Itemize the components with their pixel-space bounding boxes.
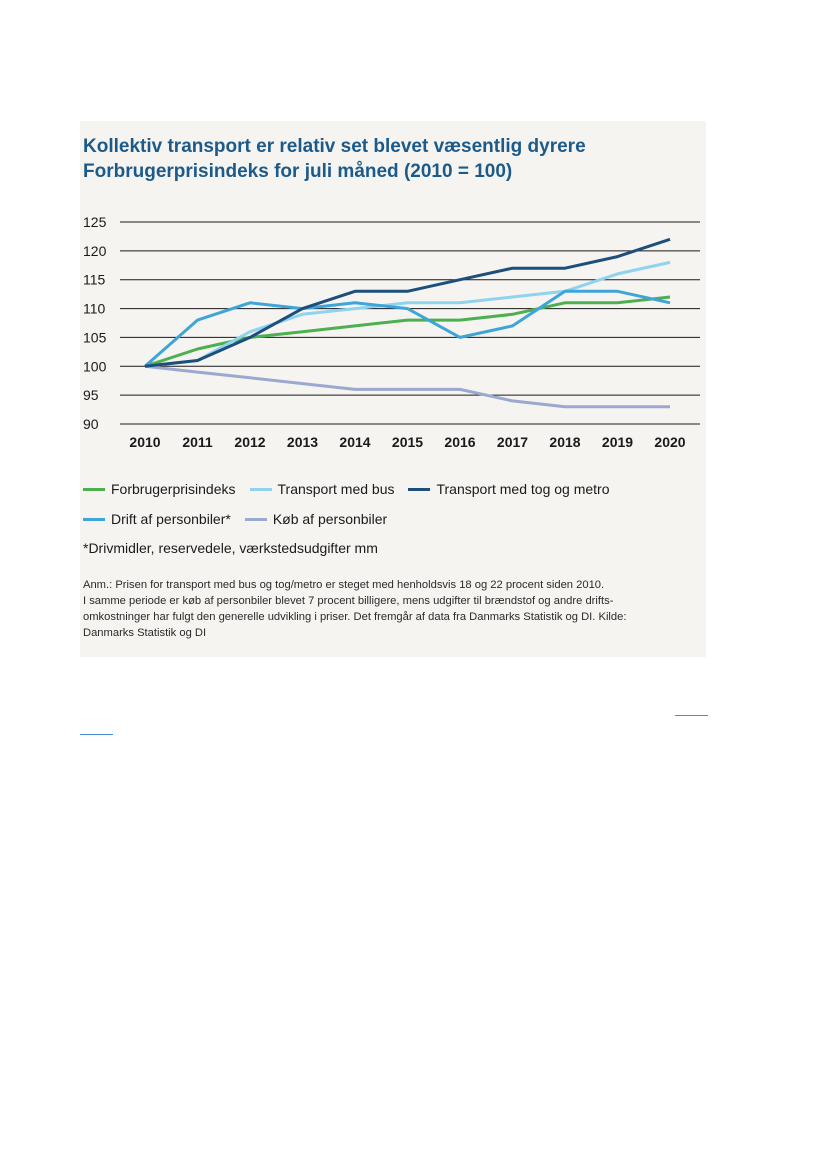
series-line-5 [144,364,670,409]
y-tick-label: 95 [83,387,99,403]
y-tick-label: 90 [83,416,99,432]
note-line: Danmarks Statistik og DI [83,627,207,639]
chart-note: Anm.: Prisen for transport med bus og to… [83,577,703,641]
y-tick-label: 120 [83,243,107,259]
x-tick-label: 2012 [234,434,265,450]
legend-label: Drift af personbiler* [111,511,231,527]
series-line-2 [144,260,671,368]
legend-swatch [83,517,105,521]
legend-label: Transport med bus [277,481,395,497]
legend-swatch [244,517,267,521]
x-tick-label: 2016 [444,434,475,450]
x-tick-label: 2014 [339,434,370,450]
note-line: I samme periode er køb af personbiler bl… [83,595,614,607]
x-tick-label: 2019 [602,434,633,450]
series-line-3 [144,237,671,368]
x-tick-label: 2013 [287,434,318,450]
y-tick-label: 115 [83,272,106,288]
grid-lines [120,221,700,425]
chart-title: Kollektiv transport er relativ set bleve… [83,136,586,157]
y-tick-label: 105 [83,329,107,345]
y-tick-label: 110 [83,301,106,317]
x-tick-label: 2020 [654,434,685,450]
legend-label: Køb af personbiler [272,511,388,527]
note-line: Anm.: Prisen for transport med bus og to… [83,579,605,591]
legend-label: Forbrugerprisindeks [111,481,236,497]
legend-swatch [408,487,431,491]
series-line-4 [144,289,671,368]
y-axis-ticks: 90 95 100 105 110 115 120 125 [83,214,107,432]
chart-footnote: *Drivmidler, reservedele, værkstedsudgif… [83,540,378,556]
legend-item: Drift af personbiler* [83,511,231,527]
x-tick-label: 2018 [549,434,580,450]
legend-item: Transport med bus [249,481,395,497]
legend-swatch [249,487,272,491]
chart-subtitle: Forbrugerprisindeks for juli måned (2010… [83,161,513,182]
x-tick-label: 2010 [129,434,160,450]
x-tick-label: 2017 [497,434,528,450]
series-lines [144,237,671,409]
legend-row: Forbrugerprisindeks Transport med bus Tran… [83,479,624,499]
legend-item: Transport med tog og metro [408,481,610,497]
note-line: omkostninger har fulgt den generelle udv… [83,611,627,623]
legend-item: Køb af personbiler [244,511,388,527]
legend-label: Transport med tog og metro [436,481,610,497]
y-tick-label: 125 [83,214,107,230]
legend-item: Forbrugerprisindeks [83,481,236,497]
link-underline[interactable] [675,715,708,716]
link-underline[interactable] [80,734,113,735]
chart-figure: Kollektiv transport er relativ set bleve… [80,121,706,657]
y-tick-label: 100 [83,358,107,374]
x-tick-label: 2011 [182,434,213,450]
x-tick-label: 2015 [392,434,423,450]
legend-swatch [83,487,105,491]
legend-row: Drift af personbiler* Køb af personbiler [83,509,401,529]
x-axis-ticks: 2010 2011 2012 2013 2014 2015 2016 2017 2018 2019… [129,434,685,450]
